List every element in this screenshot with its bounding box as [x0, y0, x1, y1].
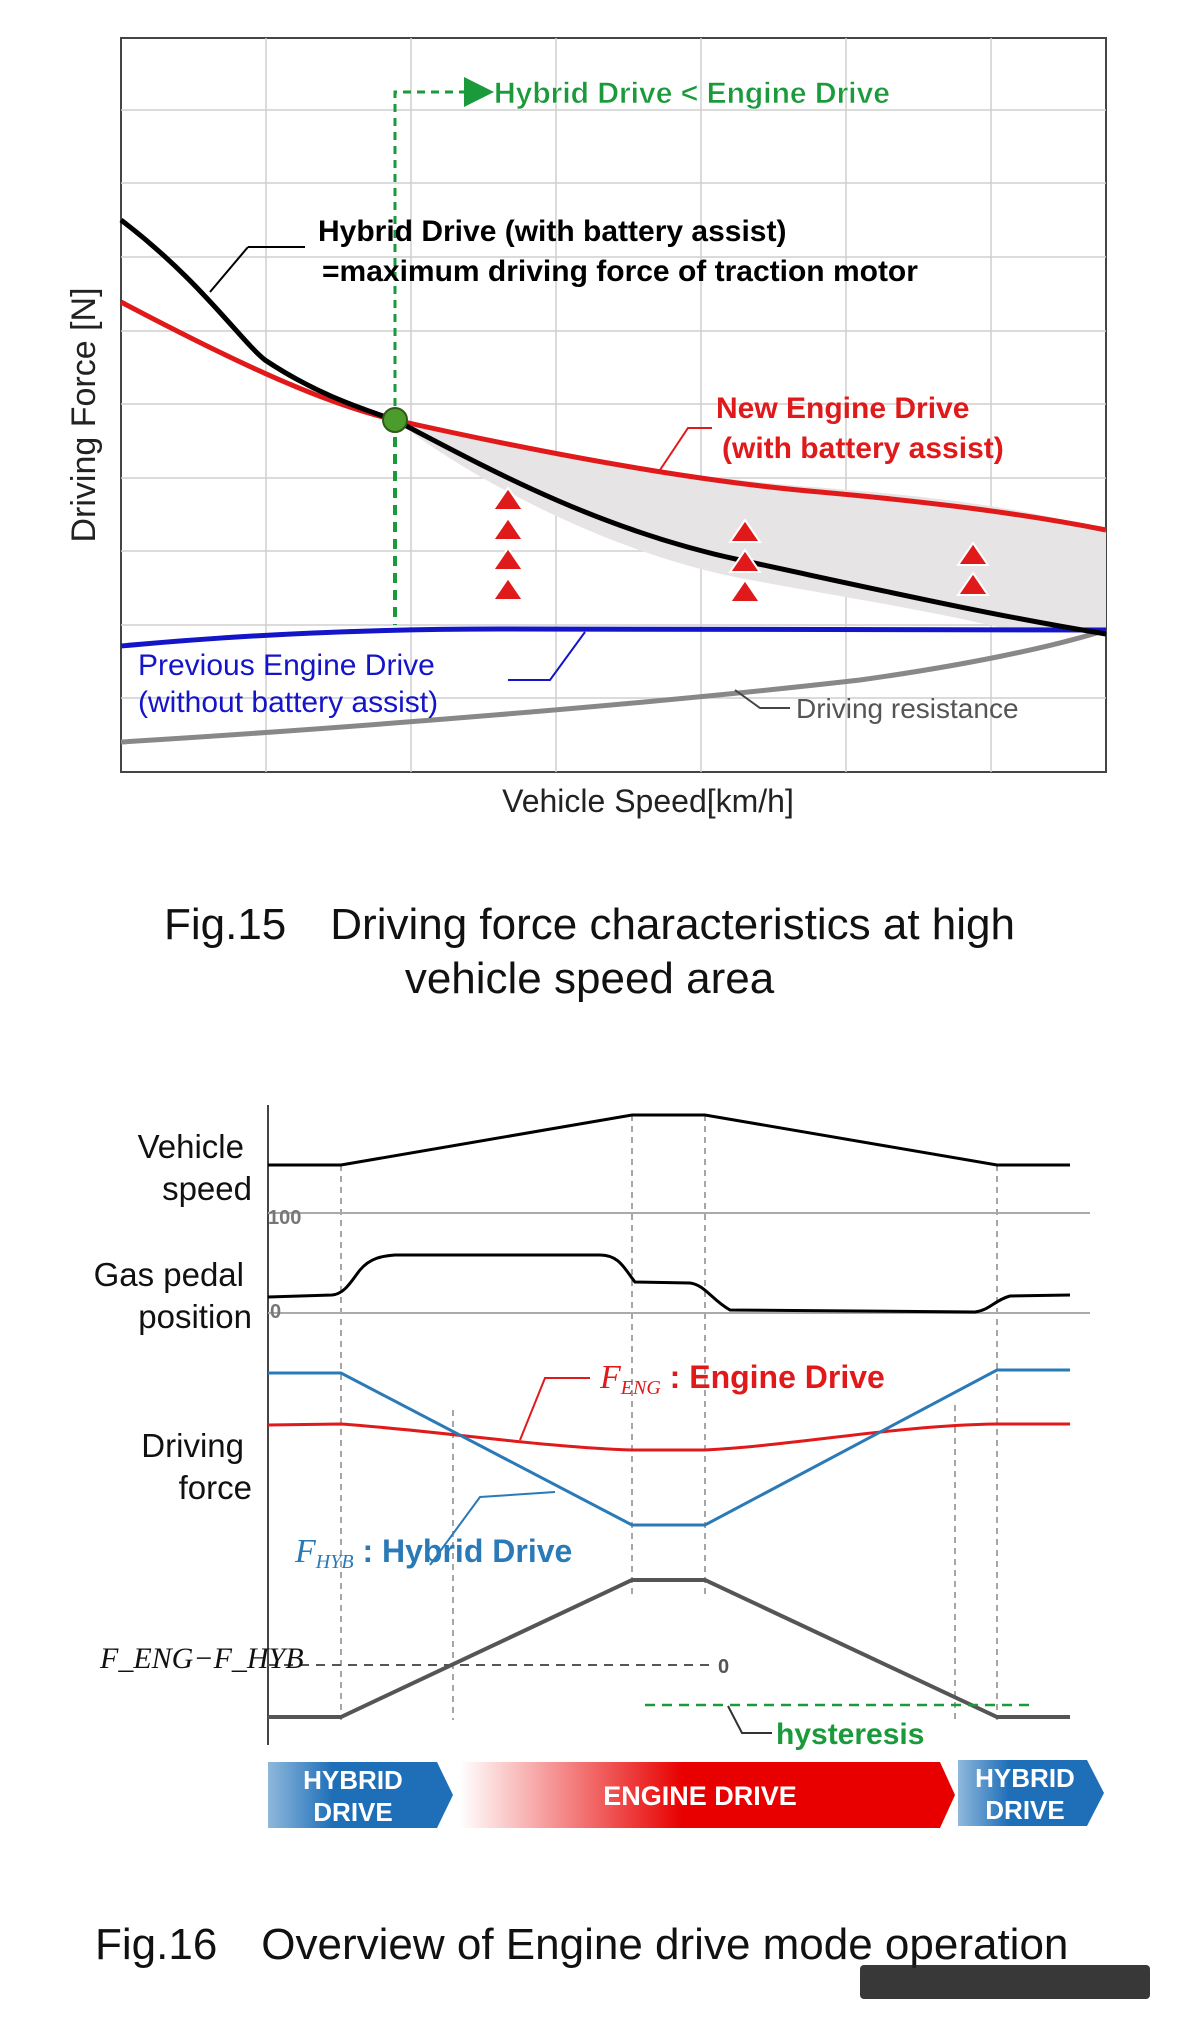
f-eng-subscript: ENG [620, 1377, 662, 1399]
previous-engine-drive-curve [120, 626, 1107, 649]
intersection-marker [382, 407, 408, 433]
fig15-chart: Driving Force [N] Vehicle Speed[km/h] Hy… [65, 37, 1107, 819]
driving-force-label-1: Driving [141, 1427, 244, 1464]
hybrid-drive-label-line1: Hybrid Drive (with battery assist) [318, 215, 786, 248]
fig15-caption: Fig.15 Driving force characteristics at h… [0, 898, 1179, 1006]
gas-pedal-label-2: position [138, 1298, 252, 1335]
up-arrow-marker [491, 546, 525, 571]
driving-force-label-2: force [179, 1469, 252, 1506]
f-eng-text: Engine Drive [689, 1359, 885, 1395]
engine-bar-label: ENGINE DRIVE [603, 1781, 797, 1811]
diff-zero-tick: 0 [718, 1656, 729, 1678]
f-hyb-leader [429, 1491, 556, 1566]
gas-pedal-label-1: Gas pedal [94, 1256, 244, 1293]
hybrid-drive-curve [119, 218, 1107, 637]
hybrid-label-leader [209, 246, 249, 293]
up-arrow-marker [728, 518, 762, 543]
increase-arrow-markers [491, 486, 990, 603]
diff-line [268, 1578, 1070, 1719]
f-hyb-symbol: F [294, 1533, 317, 1570]
watermark-overlay [860, 1965, 1150, 1999]
up-arrow-marker [956, 571, 990, 596]
fig15-caption-line1: Fig.15 Driving force characteristics at h… [0, 898, 1179, 952]
fig16-caption-number: Fig.16 [95, 1920, 218, 1969]
up-arrow-marker [491, 486, 525, 511]
hybrid-lt-engine-arrow [393, 77, 494, 420]
fig15-caption-text-1: Driving force characteristics at high [330, 900, 1015, 949]
fig16-caption-text: Overview of Engine drive mode operation [261, 1920, 1069, 1969]
f-eng-colon: : [661, 1359, 689, 1395]
diff-row-label-text: F_ENG−F_HYB [99, 1642, 304, 1675]
hybrid-drive-label-line2: =maximum driving force of traction motor [322, 255, 918, 288]
hybrid-bar-left-line1: HYBRID [303, 1765, 403, 1795]
new-engine-label-leader [659, 427, 712, 471]
hybrid-drive-bar-right [958, 1760, 1104, 1826]
f-hyb-line [268, 1368, 1070, 1527]
up-arrow-marker [956, 541, 990, 566]
fig15-caption-number: Fig.15 [163, 900, 287, 949]
f-hyb-colon: : [354, 1533, 382, 1569]
f-eng-symbol: F [599, 1359, 622, 1396]
f-eng-leader [519, 1377, 590, 1441]
up-arrow-marker [491, 516, 525, 541]
new-engine-label-line1: New Engine Drive [716, 392, 969, 425]
fig16-diagram: Vehicle speed 100 0 Gas pedal position D… [94, 1105, 1104, 1828]
up-arrow-marker [728, 548, 762, 573]
hysteresis-label: hysteresis [776, 1718, 924, 1751]
hysteresis-leader [727, 1705, 772, 1734]
up-arrow-marker [728, 578, 762, 603]
fig15-xlabel: Vehicle Speed[km/h] [502, 783, 794, 819]
driving-resistance-label: Driving resistance [796, 693, 1019, 724]
prev-engine-label-leader [508, 631, 586, 681]
vehicle-speed-label-2: speed [162, 1170, 252, 1207]
gas-pedal-tick-100: 100 [268, 1207, 301, 1229]
new-engine-drive-curve [119, 299, 1107, 533]
gas-pedal-tick-0: 0 [270, 1301, 281, 1323]
prev-engine-label-line2: (without battery assist) [138, 686, 438, 719]
hybrid-lt-engine-label: Hybrid Drive < Engine Drive [494, 77, 890, 110]
new-engine-label-line2: (with battery assist) [722, 432, 1004, 465]
fig15-grid [121, 38, 1106, 772]
assist-region-fill [395, 420, 1106, 633]
vehicle-speed-label-1: Vehicle [138, 1128, 244, 1165]
f-hyb-label: FHYB : Hybrid Drive [294, 1533, 572, 1573]
hybrid-drive-bar-left [268, 1762, 453, 1828]
fig16-caption: Fig.16 Overview of Engine drive mode oper… [95, 1920, 1068, 1970]
resistance-label-leader [734, 689, 790, 709]
f-hyb-text: Hybrid Drive [382, 1533, 572, 1569]
f-hyb-subscript: HYB [315, 1551, 354, 1573]
prev-engine-label-line1: Previous Engine Drive [138, 649, 435, 682]
gas-pedal-line [267, 1253, 1071, 1314]
up-arrow-marker [491, 576, 525, 601]
engine-drive-bar [460, 1762, 955, 1828]
fig15-caption-line2: vehicle speed area [404, 954, 775, 1003]
hybrid-bar-right-line2: DRIVE [985, 1795, 1064, 1825]
f-eng-line [267, 1422, 1070, 1452]
fig15-plot-frame [120, 37, 1107, 773]
fig15-ylabel: Driving Force [N] [65, 287, 103, 542]
f-eng-label: FENG : Engine Drive [599, 1359, 885, 1399]
vehicle-speed-line [268, 1113, 1070, 1167]
phase-boundary-lines [340, 1115, 998, 1720]
hybrid-bar-right-line1: HYBRID [975, 1763, 1075, 1793]
diff-row-label: F_ENG−F_HYB [99, 1642, 304, 1675]
hybrid-bar-left-line2: DRIVE [313, 1797, 392, 1827]
